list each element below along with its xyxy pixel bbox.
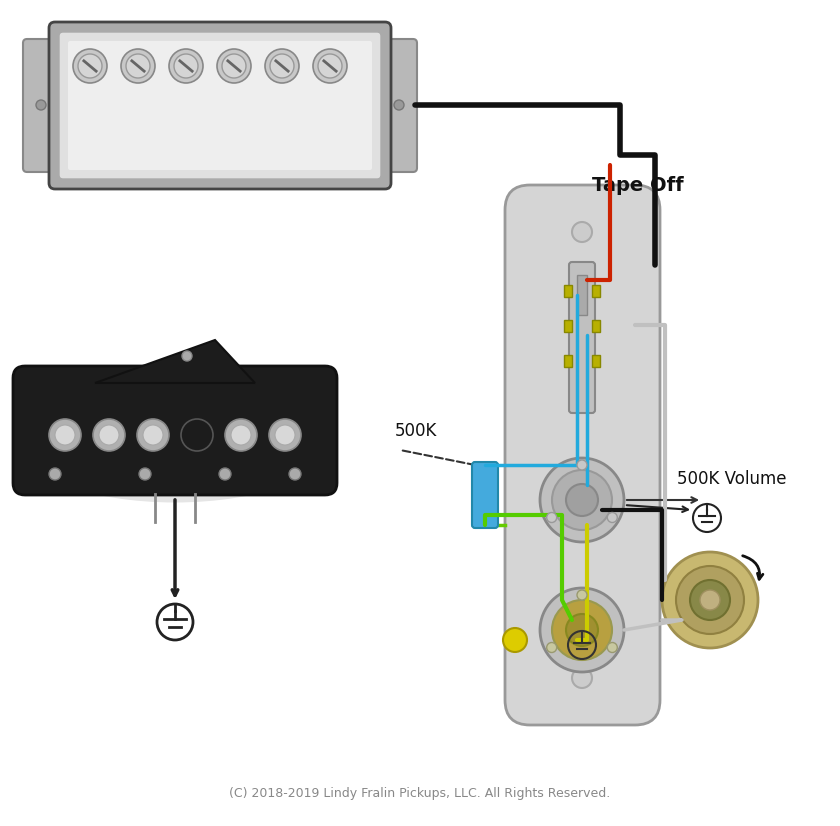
FancyBboxPatch shape — [49, 22, 391, 189]
Circle shape — [313, 49, 347, 83]
FancyBboxPatch shape — [13, 366, 337, 495]
Circle shape — [219, 468, 231, 480]
Circle shape — [289, 468, 301, 480]
Circle shape — [137, 419, 169, 451]
FancyBboxPatch shape — [23, 39, 63, 172]
Circle shape — [547, 643, 557, 653]
Circle shape — [181, 419, 213, 451]
Circle shape — [139, 468, 151, 480]
Circle shape — [231, 425, 251, 445]
Circle shape — [169, 49, 203, 83]
FancyBboxPatch shape — [569, 262, 595, 413]
Circle shape — [577, 460, 587, 470]
Bar — [564, 355, 572, 367]
Circle shape — [182, 351, 192, 361]
Circle shape — [225, 419, 257, 451]
Circle shape — [607, 512, 617, 523]
Circle shape — [572, 668, 592, 688]
FancyBboxPatch shape — [377, 39, 417, 172]
Circle shape — [49, 468, 61, 480]
Circle shape — [607, 643, 617, 653]
Circle shape — [222, 54, 246, 78]
Text: (C) 2018-2019 Lindy Fralin Pickups, LLC. All Rights Reserved.: (C) 2018-2019 Lindy Fralin Pickups, LLC.… — [229, 787, 611, 800]
Bar — [592, 285, 600, 297]
Circle shape — [78, 54, 102, 78]
Circle shape — [662, 552, 758, 648]
FancyBboxPatch shape — [68, 41, 372, 170]
Circle shape — [55, 425, 75, 445]
Polygon shape — [95, 340, 255, 383]
Circle shape — [73, 49, 107, 83]
FancyBboxPatch shape — [505, 185, 660, 725]
Bar — [564, 320, 572, 332]
Bar — [592, 355, 600, 367]
Circle shape — [547, 512, 557, 523]
FancyBboxPatch shape — [59, 32, 381, 179]
Circle shape — [690, 580, 730, 620]
Text: 500K: 500K — [395, 422, 438, 440]
Circle shape — [270, 54, 294, 78]
Circle shape — [566, 484, 598, 516]
Circle shape — [676, 566, 744, 634]
Text: Tape Off: Tape Off — [592, 176, 684, 195]
Text: 500K Volume: 500K Volume — [677, 470, 786, 488]
Circle shape — [275, 425, 295, 445]
Circle shape — [394, 100, 404, 110]
Circle shape — [540, 458, 624, 542]
Circle shape — [126, 54, 150, 78]
Bar — [577, 275, 587, 315]
Circle shape — [217, 49, 251, 83]
Circle shape — [572, 222, 592, 242]
FancyBboxPatch shape — [472, 462, 498, 528]
Circle shape — [552, 600, 612, 660]
Circle shape — [566, 614, 598, 646]
Circle shape — [93, 419, 125, 451]
Circle shape — [174, 54, 198, 78]
Circle shape — [552, 470, 612, 530]
Circle shape — [540, 588, 624, 672]
Circle shape — [577, 590, 587, 600]
Circle shape — [318, 54, 342, 78]
Ellipse shape — [15, 377, 335, 502]
Bar — [564, 285, 572, 297]
Circle shape — [121, 49, 155, 83]
Circle shape — [700, 590, 720, 610]
Circle shape — [36, 100, 46, 110]
Circle shape — [99, 425, 119, 445]
Circle shape — [143, 425, 163, 445]
Circle shape — [49, 419, 81, 451]
Circle shape — [269, 419, 301, 451]
Circle shape — [265, 49, 299, 83]
Circle shape — [503, 628, 527, 652]
Bar — [592, 320, 600, 332]
